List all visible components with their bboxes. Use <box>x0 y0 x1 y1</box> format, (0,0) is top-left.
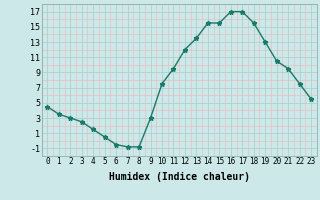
X-axis label: Humidex (Indice chaleur): Humidex (Indice chaleur) <box>109 172 250 182</box>
